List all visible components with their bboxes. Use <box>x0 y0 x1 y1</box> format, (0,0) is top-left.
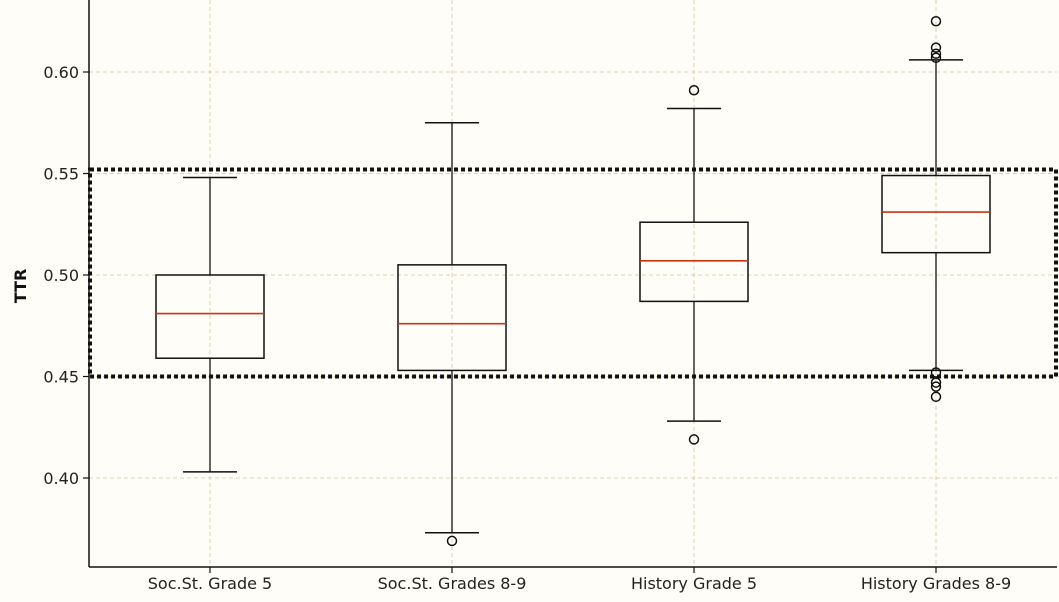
outlier-point <box>930 391 942 403</box>
y-axis: 0.40 0.45 0.50 0.55 0.60 <box>43 0 90 567</box>
outlier-point <box>930 377 942 388</box>
outlier-point <box>930 16 942 27</box>
box-4 <box>881 16 991 403</box>
y-axis-title: TTR <box>11 269 30 304</box>
outlier-point <box>930 52 942 64</box>
outlier-point <box>688 85 700 96</box>
x-tick-label: History Grade 5 <box>631 574 757 593</box>
highlight-band <box>88 167 1058 379</box>
outlier-point <box>688 434 700 445</box>
box-iqr <box>397 264 507 372</box>
y-tick-label: 0.55 <box>43 165 79 184</box>
box-iqr <box>155 274 265 359</box>
outlier-point <box>930 367 942 378</box>
y-tick-label: 0.45 <box>43 368 79 387</box>
outlier-point <box>930 42 942 53</box>
outlier-point <box>446 535 458 547</box>
outlier-point <box>930 381 942 392</box>
y-tick-label: 0.50 <box>43 266 79 285</box>
x-axis: Soc.St. Grade 5 Soc.St. Grades 8-9 History… <box>89 566 1057 593</box>
boxes <box>155 16 991 547</box>
y-tick-label: 0.60 <box>43 63 79 82</box>
box-iqr <box>639 221 749 303</box>
box-3 <box>639 85 749 445</box>
y-tick-label: 0.40 <box>43 469 79 488</box>
outlier-point <box>930 48 942 59</box>
box-2 <box>397 122 507 547</box>
box-1 <box>155 176 265 473</box>
x-tick-label: History Grades 8-9 <box>861 574 1011 593</box>
x-tick-label: Soc.St. Grade 5 <box>148 574 272 593</box>
x-tick-label: Soc.St. Grades 8-9 <box>378 574 527 593</box>
grid-lines <box>89 0 1057 567</box>
box-iqr <box>881 174 991 254</box>
